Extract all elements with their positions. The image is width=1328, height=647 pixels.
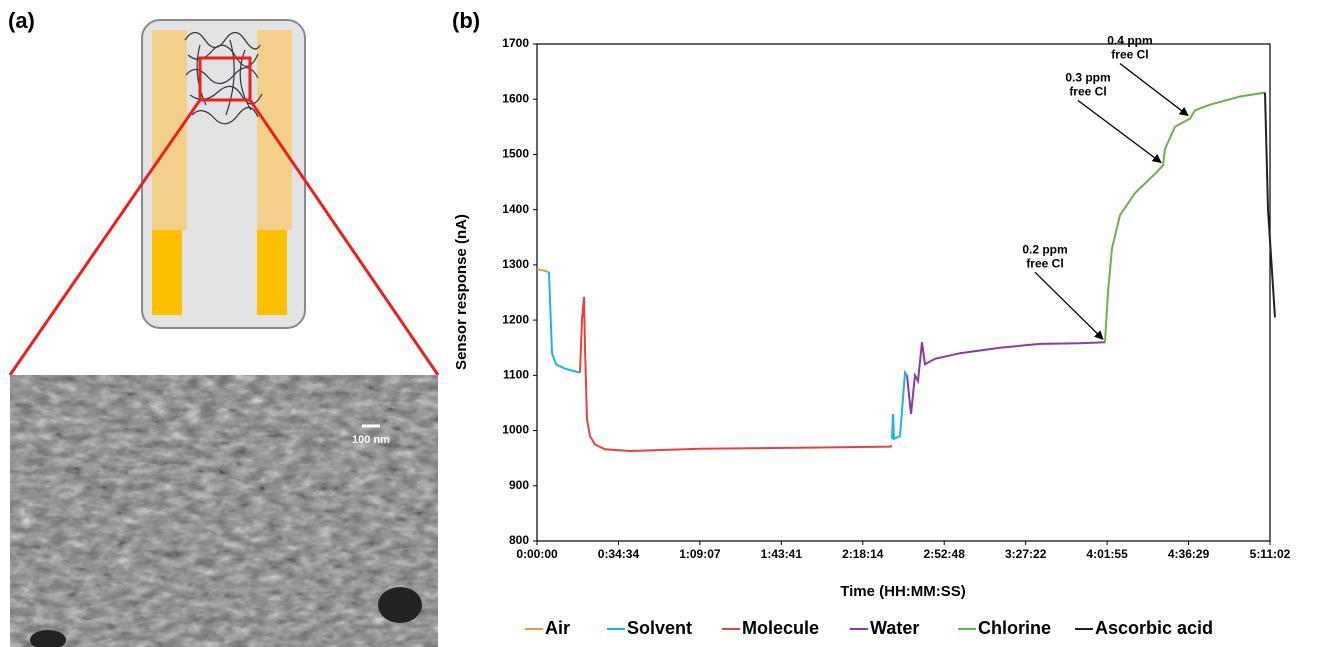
x-tick-label: 1:43:41 [761, 547, 803, 561]
annotation-text: free Cl [1111, 48, 1148, 62]
y-axis-label: Sensor response (nA) [453, 214, 470, 370]
x-tick-label: 0:34:34 [598, 547, 640, 561]
sem-image: 100 nm [10, 375, 438, 647]
annotation-text: 0.2 ppm [1022, 242, 1067, 256]
x-tick-label: 0:00:00 [516, 547, 558, 561]
annotation-text: 0.3 ppm [1065, 71, 1110, 85]
y-tick-label: 800 [509, 533, 529, 547]
y-tick-label: 1400 [502, 202, 529, 216]
annotation-text: free Cl [1069, 85, 1106, 99]
y-tick-label: 1300 [502, 257, 529, 271]
x-tick-label: 4:01:55 [1086, 547, 1128, 561]
x-tick-label: 5:11:02 [1250, 547, 1291, 561]
data-line [1264, 92, 1276, 318]
x-tick-label: 4:36:29 [1168, 547, 1210, 561]
data-line [536, 268, 550, 274]
data-line [1104, 91, 1266, 343]
legend-label: Air [545, 618, 570, 638]
data-line [579, 296, 893, 453]
annotation-arrow [1077, 99, 1162, 164]
scale-bar-label: 100 nm [352, 434, 390, 446]
data-line [906, 341, 1106, 415]
y-tick-label: 1100 [503, 368, 529, 382]
panel-label: (b) [452, 8, 480, 33]
y-tick-label: 1500 [502, 147, 529, 161]
x-axis-label: Time (HH:MM:SS) [840, 583, 966, 600]
y-tick-label: 1200 [502, 312, 529, 326]
x-tick-label: 2:18:14 [842, 547, 884, 561]
legend-label: Chlorine [978, 618, 1051, 638]
annotation-arrow [1034, 271, 1104, 340]
annotation-text: free Cl [1026, 256, 1063, 270]
x-tick-label: 3:27:22 [1005, 547, 1047, 561]
x-tick-label: 2:52:48 [924, 547, 966, 561]
device-schematic [8, 19, 440, 376]
plot-frame [536, 43, 1271, 542]
legend-label: Molecule [742, 618, 819, 638]
panel-label: (a) [8, 8, 35, 33]
y-tick-label: 1700 [502, 36, 529, 50]
x-tick-label: 1:09:07 [679, 547, 721, 561]
legend-label: Water [870, 618, 919, 638]
legend-label: Solvent [627, 618, 692, 638]
legend-label: Ascorbic acid [1095, 618, 1213, 638]
y-tick-label: 900 [509, 478, 529, 492]
annotation-text: 0.4 ppm [1107, 34, 1152, 48]
y-tick-label: 1600 [502, 91, 529, 105]
y-tick-label: 1000 [502, 423, 529, 437]
annotation-arrow [1119, 63, 1189, 117]
data-line [548, 272, 908, 441]
